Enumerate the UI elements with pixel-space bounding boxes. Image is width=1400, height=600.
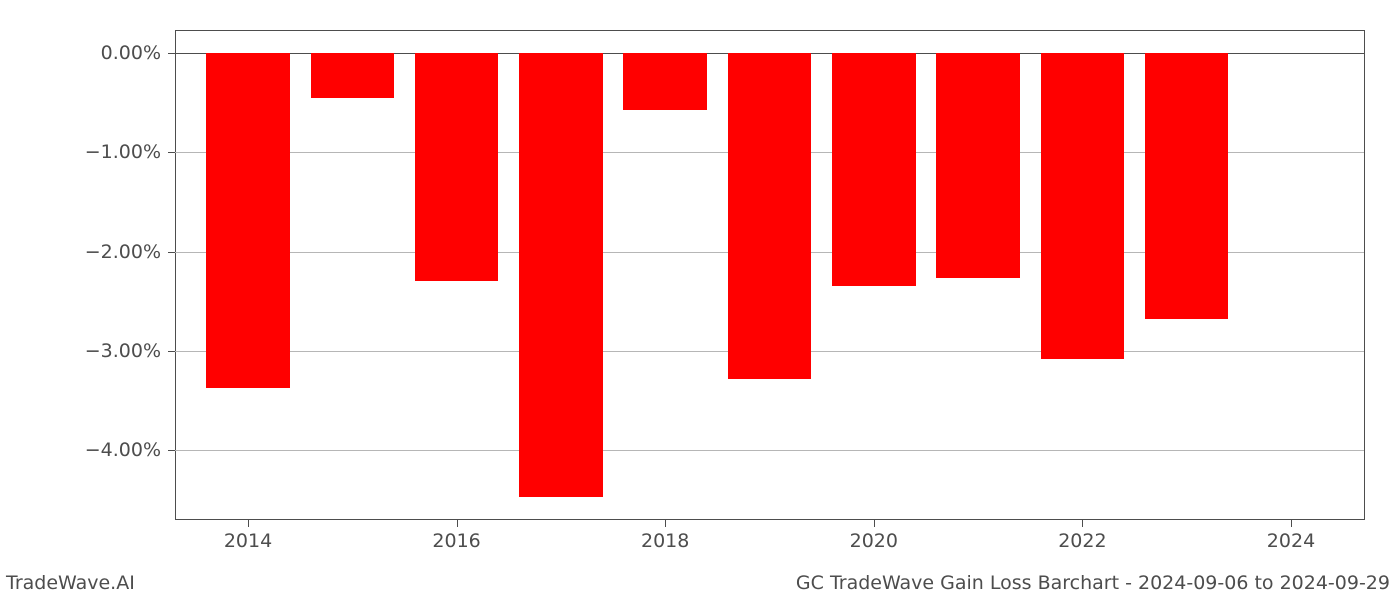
footer-caption: GC TradeWave Gain Loss Barchart - 2024-0…	[796, 572, 1390, 594]
x-tick-label: 2018	[641, 530, 689, 552]
y-tick-mark	[168, 152, 175, 153]
x-tick-mark	[248, 520, 249, 527]
y-tick-mark	[168, 351, 175, 352]
x-tick-mark	[1291, 520, 1292, 527]
y-tick-label: −1.00%	[85, 141, 161, 163]
x-tick-mark	[1082, 520, 1083, 527]
gridline	[175, 450, 1364, 451]
bar	[206, 53, 289, 388]
bar	[936, 53, 1019, 279]
y-tick-mark	[168, 252, 175, 253]
footer-brand: TradeWave.AI	[6, 572, 135, 594]
x-tick-label: 2020	[850, 530, 898, 552]
bar-chart: 0.00%−1.00%−2.00%−3.00%−4.00%20142016201…	[175, 30, 1365, 520]
x-tick-label: 2016	[432, 530, 480, 552]
x-tick-label: 2022	[1058, 530, 1106, 552]
x-tick-label: 2024	[1267, 530, 1315, 552]
bar	[832, 53, 915, 287]
bar	[728, 53, 811, 379]
y-tick-label: 0.00%	[101, 42, 161, 64]
bar	[519, 53, 602, 497]
bar	[415, 53, 498, 282]
bar	[1145, 53, 1228, 319]
x-tick-mark	[457, 520, 458, 527]
bar	[311, 53, 394, 98]
x-tick-mark	[874, 520, 875, 527]
plot-area: 0.00%−1.00%−2.00%−3.00%−4.00%20142016201…	[175, 30, 1365, 520]
bar	[623, 53, 706, 110]
x-tick-mark	[665, 520, 666, 527]
y-axis-spine	[175, 31, 176, 520]
y-tick-label: −2.00%	[85, 241, 161, 263]
x-tick-label: 2014	[224, 530, 272, 552]
y-tick-mark	[168, 450, 175, 451]
y-tick-mark	[168, 53, 175, 54]
y-tick-label: −4.00%	[85, 439, 161, 461]
x-axis-spine	[175, 519, 1364, 520]
bar	[1041, 53, 1124, 359]
y-tick-label: −3.00%	[85, 340, 161, 362]
